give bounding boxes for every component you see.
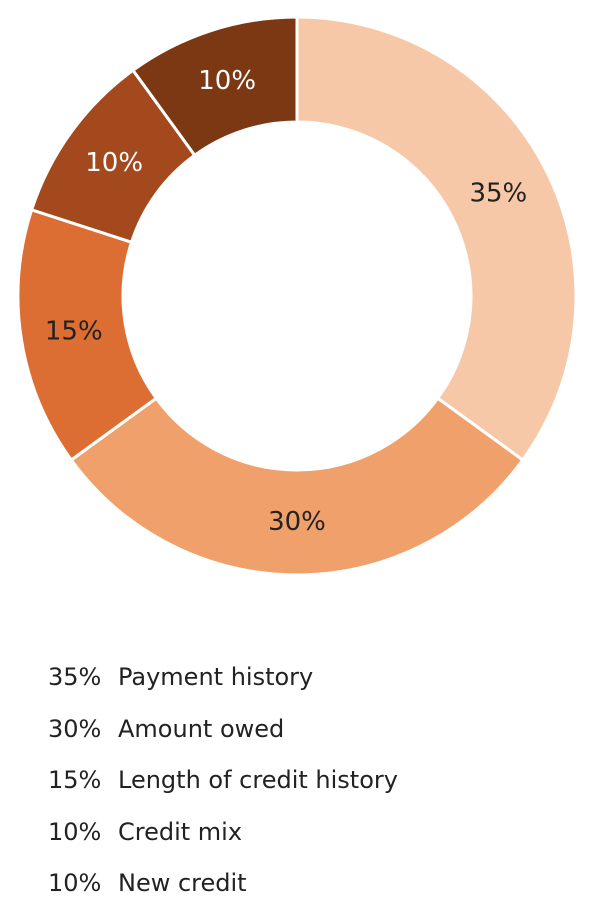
legend-item-payment-history: 35% Payment history — [48, 652, 398, 704]
legend-label: Payment history — [118, 663, 314, 691]
slice-label-length-of-credit-history: 15% — [45, 316, 103, 346]
legend-label: Length of credit history — [118, 766, 398, 794]
slice-label-amount-owed: 30% — [268, 507, 326, 537]
donut-chart: 35% 30% 15% 10% 10% — [16, 15, 578, 577]
legend-label: Amount owed — [118, 714, 285, 743]
legend-percent: 30% — [48, 714, 102, 743]
slice-new-credit — [130, 15, 299, 158]
legend-percent: 15% — [48, 766, 102, 794]
chart-legend: 35% Payment history 30% Amount owed 15% Len… — [48, 652, 398, 910]
legend-item-new-credit: 10% New credit — [48, 858, 398, 910]
legend-percent: 35% — [48, 663, 102, 691]
legend-percent: 10% — [48, 817, 102, 846]
slice-label-new-credit: 10% — [198, 66, 256, 96]
slice-label-credit-mix: 10% — [85, 148, 143, 178]
slice-payment-history — [295, 15, 578, 463]
legend-label: New credit — [118, 869, 247, 897]
donut-chart-svg: 35% 30% 15% 10% 10% — [16, 15, 578, 577]
legend-item-length-of-credit-history: 15% Length of credit history — [48, 755, 398, 807]
slice-label-payment-history: 35% — [469, 178, 527, 208]
legend-item-credit-mix: 10% Credit mix — [48, 807, 398, 859]
legend-item-amount-owed: 30% Amount owed — [48, 704, 398, 756]
legend-label: Credit mix — [118, 817, 243, 846]
slice-amount-owed — [69, 396, 525, 577]
legend-percent: 10% — [48, 869, 102, 897]
